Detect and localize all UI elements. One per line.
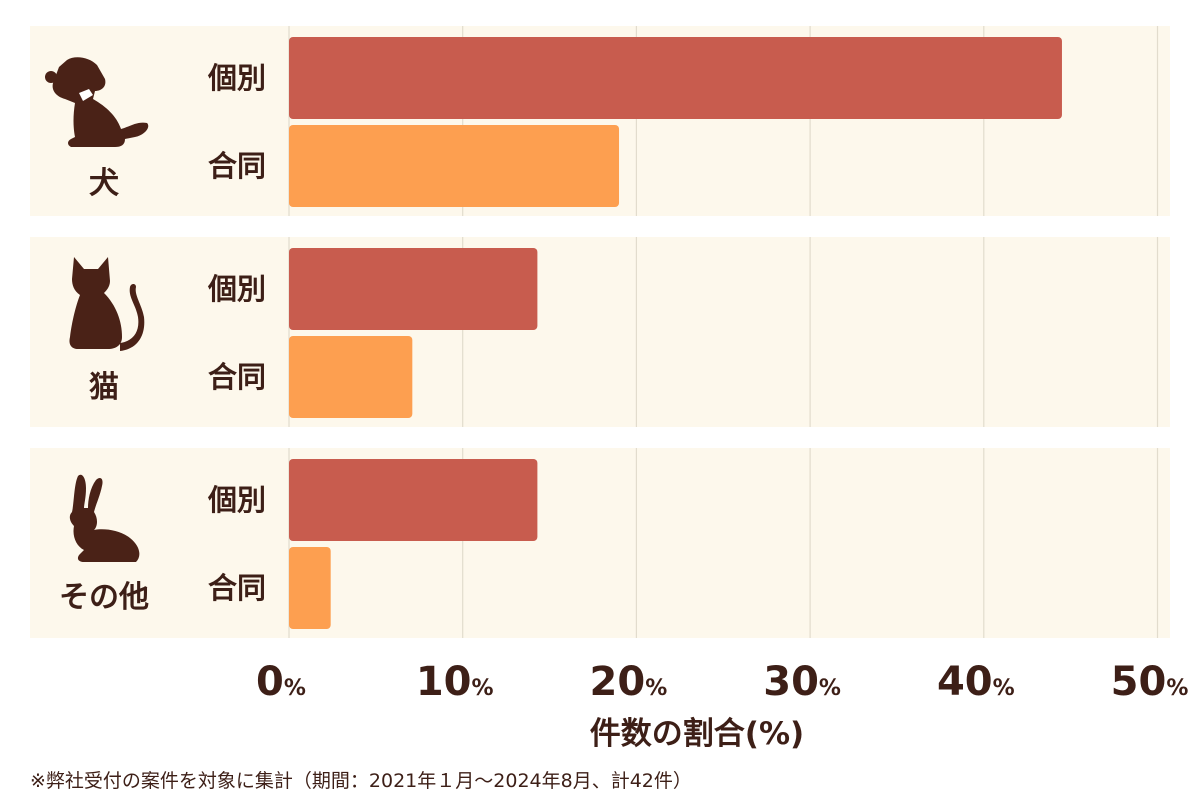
- panel-2: [30, 448, 1170, 638]
- panel-1: [30, 237, 1170, 427]
- series-label-0-0: 個別: [207, 61, 266, 95]
- series-label-0-1: 合同: [208, 149, 266, 183]
- tick-label-20: 20%: [590, 659, 668, 705]
- tick-label-0: 0%: [256, 659, 306, 705]
- bar-0-1: [289, 125, 620, 207]
- cat-icon: [69, 257, 145, 351]
- bar-1-1: [289, 336, 413, 418]
- series-label-1-0: 個別: [207, 272, 266, 306]
- x-axis-ticks: 0% 10% 20% 30% 40% 50%: [256, 659, 1188, 705]
- category-label-1: 猫: [89, 370, 119, 405]
- bars: [289, 37, 1062, 629]
- rabbit-icon: [69, 474, 140, 562]
- category-label-2: その他: [59, 580, 149, 615]
- bar-0-0: [289, 37, 1062, 119]
- bar-1-0: [289, 248, 538, 330]
- series-label-1-1: 合同: [208, 360, 266, 394]
- x-axis-title: 件数の割合(%): [590, 716, 804, 752]
- series-label-2-0: 個別: [207, 483, 266, 517]
- category-icons: [45, 57, 149, 562]
- dog-icon: [45, 57, 149, 148]
- tick-label-10: 10%: [416, 659, 494, 705]
- bar-2-0: [289, 459, 538, 541]
- tick-label-30: 30%: [763, 659, 841, 705]
- series-label-2-1: 合同: [208, 571, 266, 605]
- footnote: ※弊社受付の案件を対象に集計（期間：2021年１月〜2024年8月、計42件）: [30, 770, 692, 792]
- bar-2-1: [289, 547, 331, 629]
- category-label-0: 犬: [89, 166, 119, 201]
- tick-label-50: 50%: [1111, 659, 1189, 705]
- tick-label-40: 40%: [937, 659, 1015, 705]
